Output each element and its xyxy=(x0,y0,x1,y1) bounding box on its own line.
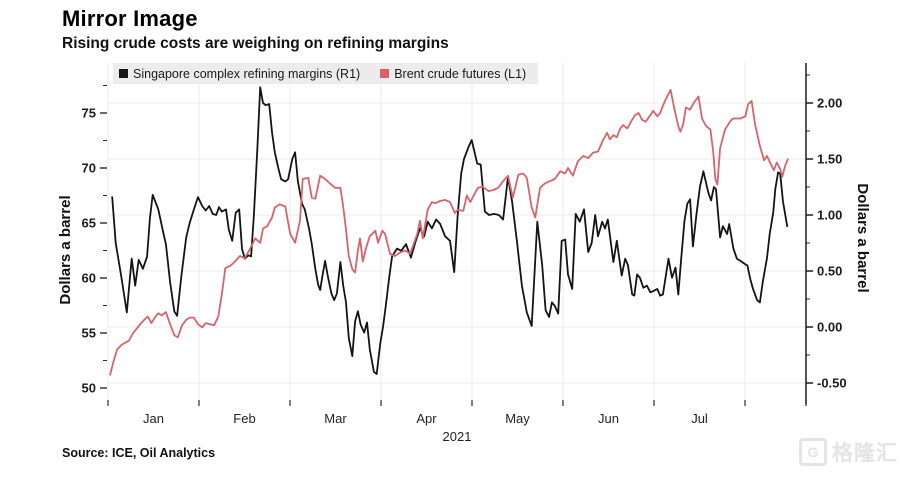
x-axis-month-label: Feb xyxy=(233,411,255,426)
brent-series-swatch-icon xyxy=(380,69,390,78)
page-title: Mirror Image xyxy=(62,6,198,31)
gelonghui-watermark: G 格隆汇 xyxy=(799,437,898,467)
right-axis-tick-label: 2.00 xyxy=(817,96,842,111)
right-axis-tick-label: 0.00 xyxy=(817,320,842,335)
x-axis-month-label: Jan xyxy=(143,411,164,426)
right-axis-tick-label: 0.50 xyxy=(817,264,842,279)
x-axis-month-label: Mar xyxy=(324,411,347,426)
gelonghui-logo-icon: G xyxy=(799,438,827,466)
left-axis-tick-label: 50 xyxy=(82,381,96,396)
series-line-refining-margins xyxy=(111,86,789,375)
page-subtitle: Rising crude costs are weighing on refin… xyxy=(62,35,449,53)
title-block: Mirror Image Rising crude costs are weig… xyxy=(62,6,449,53)
left-axis-title: Dollars a barrel xyxy=(57,195,74,304)
x-axis-month-label: Apr xyxy=(416,411,437,426)
margins-series-swatch-icon xyxy=(119,69,128,78)
right-axis-tick-label: 1.50 xyxy=(817,152,842,167)
x-axis-year-label: 2021 xyxy=(443,429,472,444)
right-axis-tick-label: 1.00 xyxy=(817,208,842,223)
series-line-brent xyxy=(109,89,789,376)
x-axis-month-label: May xyxy=(505,411,530,426)
legend-item-refining-margins: Singapore complex refining margins (R1) xyxy=(119,67,360,81)
left-axis-tick-label: 75 xyxy=(82,106,96,121)
left-axis-tick-label: 55 xyxy=(82,326,96,341)
right-axis-tick-label: -0.50 xyxy=(817,376,847,391)
chart-legend: Singapore complex refining margins (R1) … xyxy=(113,63,539,84)
left-axis-tick-label: 60 xyxy=(82,271,96,286)
x-axis-month-label: Jun xyxy=(598,411,619,426)
right-axis-title: Dollars a barrel xyxy=(854,183,871,292)
left-axis-tick-label: 70 xyxy=(82,161,96,176)
legend-label: Singapore complex refining margins (R1) xyxy=(133,66,361,81)
watermark-text: 格隆汇 xyxy=(832,442,898,465)
x-axis-month-label: Jul xyxy=(691,411,708,426)
left-axis-tick-label: 65 xyxy=(82,216,96,231)
legend-item-brent-futures: Brent crude futures (L1) xyxy=(380,67,526,81)
source-attribution: Source: ICE, Oil Analytics xyxy=(62,446,216,460)
legend-label: Brent crude futures (L1) xyxy=(394,66,527,81)
